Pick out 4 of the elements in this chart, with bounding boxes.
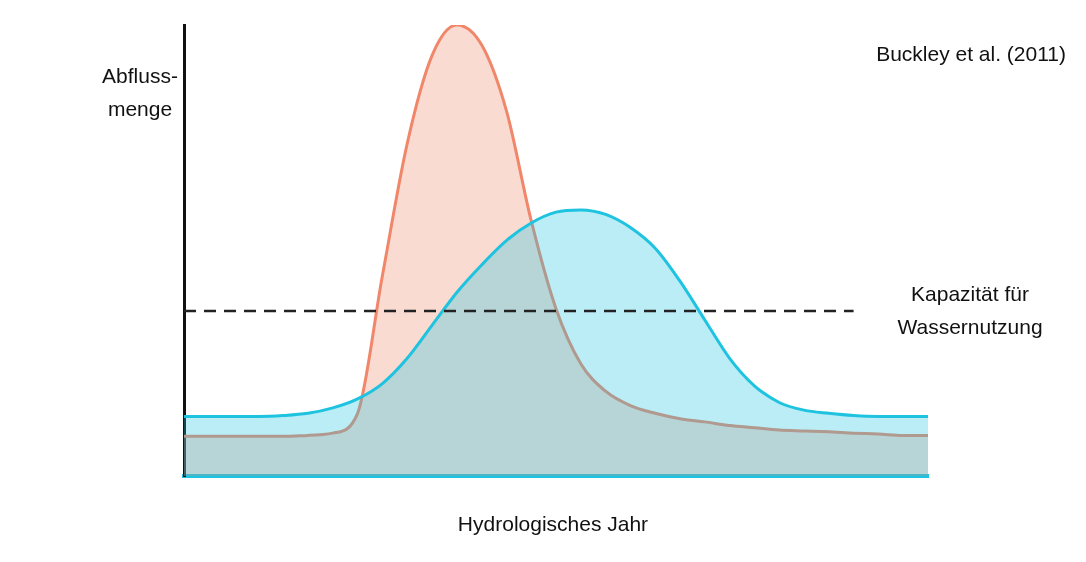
ref-line-label: Kapazität für Wassernutzung <box>896 281 1044 340</box>
y-axis-title: Abfluss- menge <box>101 63 179 122</box>
x-axis-title: Hydrologisches Jahr <box>456 511 650 537</box>
annotation: Buckley et al. (2011) <box>876 41 1066 67</box>
